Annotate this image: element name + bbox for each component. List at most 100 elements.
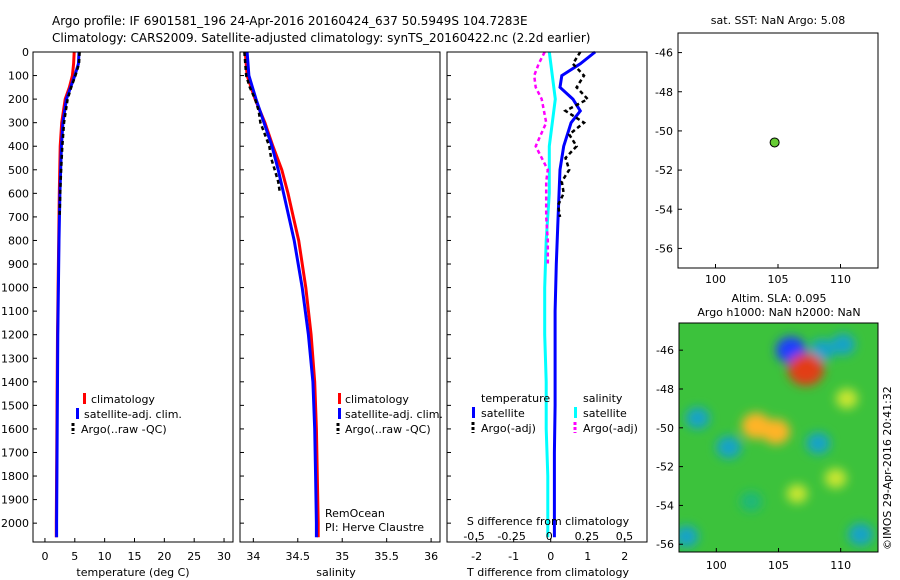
x-tick-label: 34 xyxy=(246,550,260,563)
x-tick-label: 20 xyxy=(157,550,171,563)
series-salinity-satellite xyxy=(543,51,557,538)
float-location-marker xyxy=(769,137,780,148)
salinity-frame xyxy=(239,51,441,543)
location-panel: sat. SST: NaN Argo: 5.08 -46 -48 -50 -52 -54… xyxy=(655,14,879,286)
series-climatology xyxy=(243,51,320,538)
depth-tick-label: 1000 xyxy=(1,282,29,295)
sla-anomaly-blob xyxy=(835,388,858,409)
legend-label-climatology: climatology xyxy=(91,393,155,406)
depth-tick-label: 800 xyxy=(8,234,29,247)
depth-tick-label: 1300 xyxy=(1,352,29,365)
sla-anomaly-blob xyxy=(716,435,742,459)
lat-tick-label: -46 xyxy=(656,344,674,357)
difference-xlabel: T difference from climatology xyxy=(466,566,629,579)
temperature-xlabel: temperature (deg C) xyxy=(76,566,189,579)
series-satellite-adj-clim xyxy=(55,51,81,538)
legend-label-climatology: climatology xyxy=(345,393,409,406)
x-tick-top-label: 0.25 xyxy=(575,530,600,543)
legend-swatch-satellite xyxy=(338,408,341,419)
x-tick-label: 15 xyxy=(127,550,141,563)
lat-tick-label: -52 xyxy=(655,164,673,177)
legend-label-satellite: satellite-adj. clim. xyxy=(345,408,443,421)
series-satellite-adj-clim xyxy=(245,51,318,538)
legend-label-temp-satellite: satellite xyxy=(481,407,525,420)
x-tick-label: 0 xyxy=(41,550,48,563)
depth-tick-label: 1900 xyxy=(1,494,29,507)
depth-tick-label: 600 xyxy=(8,187,29,200)
series-argo-raw-qc xyxy=(58,51,81,217)
x-tick-label: -2 xyxy=(471,550,482,563)
legend-label-temp-argo: Argo(-adj) xyxy=(481,422,536,435)
sla-anomaly-blob xyxy=(679,525,699,548)
x-tick-label: 5 xyxy=(71,550,78,563)
temperature-panel: 0100200300400500600700800900100011001200… xyxy=(1,46,234,579)
x-tick-top-label: 0 xyxy=(546,530,553,543)
series-temperature-argo-adj xyxy=(556,51,590,218)
credit-pi: PI: Herve Claustre xyxy=(325,521,424,534)
lon-tick-label: 110 xyxy=(830,273,851,286)
x-tick-top-label: -0.25 xyxy=(497,530,525,543)
depth-tick-label: 200 xyxy=(8,93,29,106)
temperature-legend: climatology satellite-adj. clim. Argo(..… xyxy=(71,393,182,436)
series-argo-raw-qc xyxy=(243,51,282,194)
credit-program: RemOcean xyxy=(325,507,385,520)
legend-swatch-climatology xyxy=(338,393,341,404)
sla-anomaly-blob xyxy=(786,484,808,504)
legend-label-sal-argo: Argo(-adj) xyxy=(583,422,638,435)
depth-tick-label: 1500 xyxy=(1,399,29,412)
difference-xlabel-top: S difference from climatology xyxy=(467,515,630,528)
lon-tick-label: 110 xyxy=(830,559,851,572)
lat-tick-label: -50 xyxy=(655,125,673,138)
legend-label-satellite: satellite-adj. clim. xyxy=(84,408,182,421)
sla-anomaly-blob xyxy=(762,419,791,445)
x-tick-label: 36 xyxy=(424,550,438,563)
x-tick-label: 34.5 xyxy=(286,550,311,563)
depth-tick-label: 1200 xyxy=(1,329,29,342)
difference-frame xyxy=(446,51,648,543)
sla-anomaly-blob xyxy=(685,407,710,429)
legend-label-sal-satellite: satellite xyxy=(583,407,627,420)
lon-tick-label: 105 xyxy=(768,273,789,286)
legend-swatch-temp-satellite xyxy=(472,407,475,418)
x-tick-label: 30 xyxy=(217,550,231,563)
legend-swatch-satellite xyxy=(76,408,79,419)
legend-header-salinity: salinity xyxy=(583,392,623,405)
title-line-2: Climatology: CARS2009. Satellite-adjuste… xyxy=(52,31,590,45)
lon-tick-label: 100 xyxy=(705,273,726,286)
x-tick-top-label: 0.5 xyxy=(616,530,634,543)
legend-swatch-climatology xyxy=(83,393,86,404)
x-tick-label: 25 xyxy=(187,550,201,563)
sla-anomaly-blob xyxy=(809,338,835,362)
lat-tick-label: -48 xyxy=(656,383,674,396)
sla-title-line-2: Argo h1000: NaN h2000: NaN xyxy=(697,306,860,319)
depth-tick-label: 500 xyxy=(8,164,29,177)
depth-tick-label: 1100 xyxy=(1,305,29,318)
depth-tick-label: 400 xyxy=(8,140,29,153)
x-tick-top-label: -0.5 xyxy=(463,530,484,543)
sla-title-line-1: Altim. SLA: 0.095 xyxy=(731,292,826,305)
lat-tick-label: -56 xyxy=(655,242,673,255)
location-frame xyxy=(677,32,879,269)
imos-watermark: ©IMOS 29-Apr-2016 20:41:32 xyxy=(881,386,894,550)
depth-tick-label: 900 xyxy=(8,258,29,271)
lat-tick-label: -52 xyxy=(656,461,674,474)
lat-tick-label: -54 xyxy=(655,203,673,216)
x-tick-label: 35 xyxy=(335,550,349,563)
salinity-panel: 34 34.5 35 35.5 36 salinity climatology sate… xyxy=(239,51,443,579)
temperature-frame xyxy=(32,51,234,543)
lat-tick-label: -54 xyxy=(656,499,674,512)
depth-tick-label: 300 xyxy=(8,117,29,130)
legend-header-temperature: temperature xyxy=(481,392,550,405)
depth-tick-label: 2000 xyxy=(1,517,29,530)
sla-map-panel: Altim. SLA: 0.095 Argo h1000: NaN h2000:… xyxy=(656,292,879,572)
salinity-legend: climatology satellite-adj. clim. Argo(..… xyxy=(336,393,443,436)
title-line-1: Argo profile: IF 6901581_196 24-Apr-2016… xyxy=(52,14,528,28)
legend-label-argo: Argo(..raw -QC) xyxy=(81,423,167,436)
depth-tick-label: 1700 xyxy=(1,446,29,459)
x-tick-label: 0 xyxy=(547,550,554,563)
lat-tick-label: -50 xyxy=(656,422,674,435)
location-title: sat. SST: NaN Argo: 5.08 xyxy=(711,14,845,27)
difference-panel: -2 -1 0 1 2 -0.5 -0.25 0 0.25 0.5 S difference f… xyxy=(446,50,648,579)
salinity-xlabel: salinity xyxy=(316,566,356,579)
